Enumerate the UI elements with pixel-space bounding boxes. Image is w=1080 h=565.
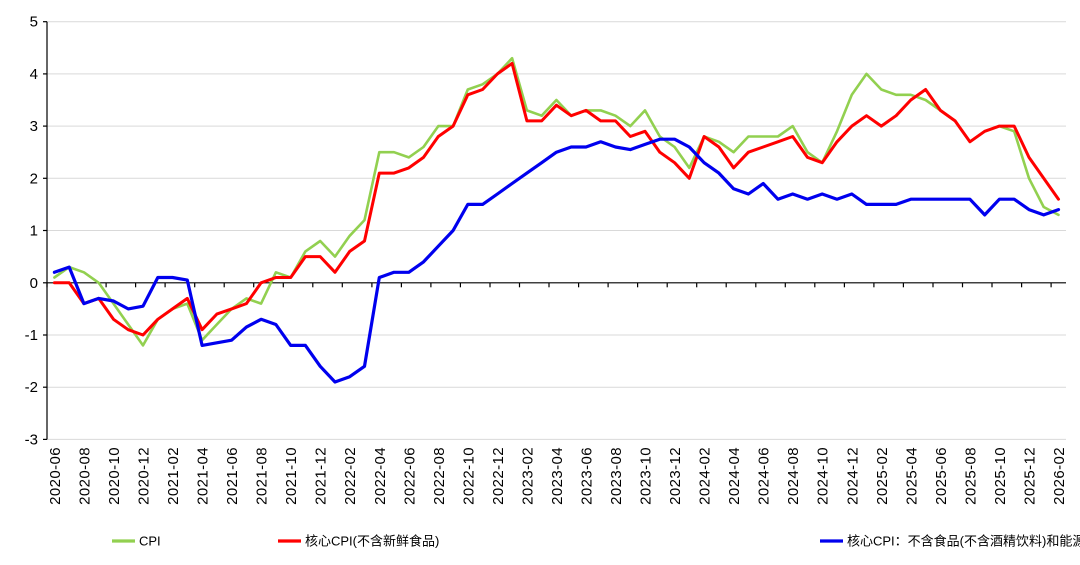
x-tick-label: 2025-06 xyxy=(933,447,950,505)
y-tick-label: -2 xyxy=(25,379,38,396)
legend-item-0: CPI xyxy=(112,534,161,549)
y-tick-label: 2 xyxy=(30,170,38,187)
x-tick-label: 2021-10 xyxy=(283,447,300,505)
x-tick-label: 2020-10 xyxy=(106,447,123,505)
x-tick-label: 2021-12 xyxy=(313,447,330,505)
x-tick-label: 2022-06 xyxy=(401,447,418,505)
x-tick-label: 2023-08 xyxy=(608,447,625,505)
x-tick-label: 2024-04 xyxy=(726,447,743,505)
x-tick-label: 2024-02 xyxy=(697,447,714,505)
y-tick-label: 1 xyxy=(30,223,38,240)
y-axis: 5 4 3 2 1 0 -1 -2 -3 xyxy=(25,14,48,448)
x-tick-label: 2026-02 xyxy=(1051,447,1068,505)
y-tick-label: -3 xyxy=(25,431,38,448)
x-tick-labels: 2020-06 2020-08 2020-10 2020-12 2021-02 2021-… xyxy=(47,447,1068,505)
x-tick-label: 2022-04 xyxy=(372,447,389,505)
legend: CPI 核心CPI(不含新鲜食品) 核心CPI：不含食品(不含酒精饮料)和能源 xyxy=(112,534,1080,549)
gridlines xyxy=(47,21,1066,440)
x-tick-label: 2025-02 xyxy=(874,447,891,505)
legend-label: 核心CPI：不含食品(不含酒精饮料)和能源 xyxy=(847,534,1080,549)
x-axis xyxy=(46,282,1066,288)
x-tick-label: 2021-04 xyxy=(195,447,212,505)
y-tick-label: 4 xyxy=(30,66,38,83)
x-tick-label: 2021-08 xyxy=(254,447,271,505)
legend-item-2: 核心CPI：不含食品(不含酒精饮料)和能源 xyxy=(820,534,1080,549)
x-tick-label: 2024-10 xyxy=(815,447,832,505)
x-tick-label: 2022-08 xyxy=(431,447,448,505)
x-tick-label: 2022-12 xyxy=(490,447,507,505)
y-tick-label: 5 xyxy=(30,14,38,31)
series-line-0 xyxy=(53,56,1060,347)
series-line-1 xyxy=(52,61,1060,337)
legend-label: CPI xyxy=(139,534,161,549)
y-tick-label: -1 xyxy=(25,327,38,344)
y-tick-label: 3 xyxy=(30,118,38,135)
x-tick-label: 2024-08 xyxy=(785,447,802,505)
series-line-2 xyxy=(52,137,1061,384)
x-tick-label: 2024-06 xyxy=(756,447,773,505)
x-tick-label: 2020-08 xyxy=(76,447,93,505)
y-tick-label: 0 xyxy=(30,275,38,292)
x-tick-label: 2020-12 xyxy=(136,447,153,505)
x-tick-label: 2025-08 xyxy=(962,447,979,505)
x-tick-label: 2022-10 xyxy=(460,447,477,505)
x-tick-label: 2020-06 xyxy=(47,447,64,505)
legend-item-1: 核心CPI(不含新鲜食品) xyxy=(278,534,439,549)
x-tick-label: 2024-12 xyxy=(844,447,861,505)
x-tick-label: 2023-04 xyxy=(549,447,566,505)
x-tick-label: 2023-02 xyxy=(519,447,536,505)
x-tick-label: 2025-04 xyxy=(903,447,920,505)
x-tick-label: 2021-02 xyxy=(165,447,182,505)
legend-label: 核心CPI(不含新鲜食品) xyxy=(305,534,439,549)
x-tick-label: 2021-06 xyxy=(224,447,241,505)
x-tick-label: 2022-02 xyxy=(342,447,359,505)
x-tick-label: 2025-10 xyxy=(992,447,1009,505)
x-tick-label: 2023-06 xyxy=(579,447,596,505)
x-tick-label: 2025-12 xyxy=(1022,447,1039,505)
x-tick-label: 2023-12 xyxy=(667,447,684,505)
x-tick-label: 2023-10 xyxy=(638,447,655,505)
